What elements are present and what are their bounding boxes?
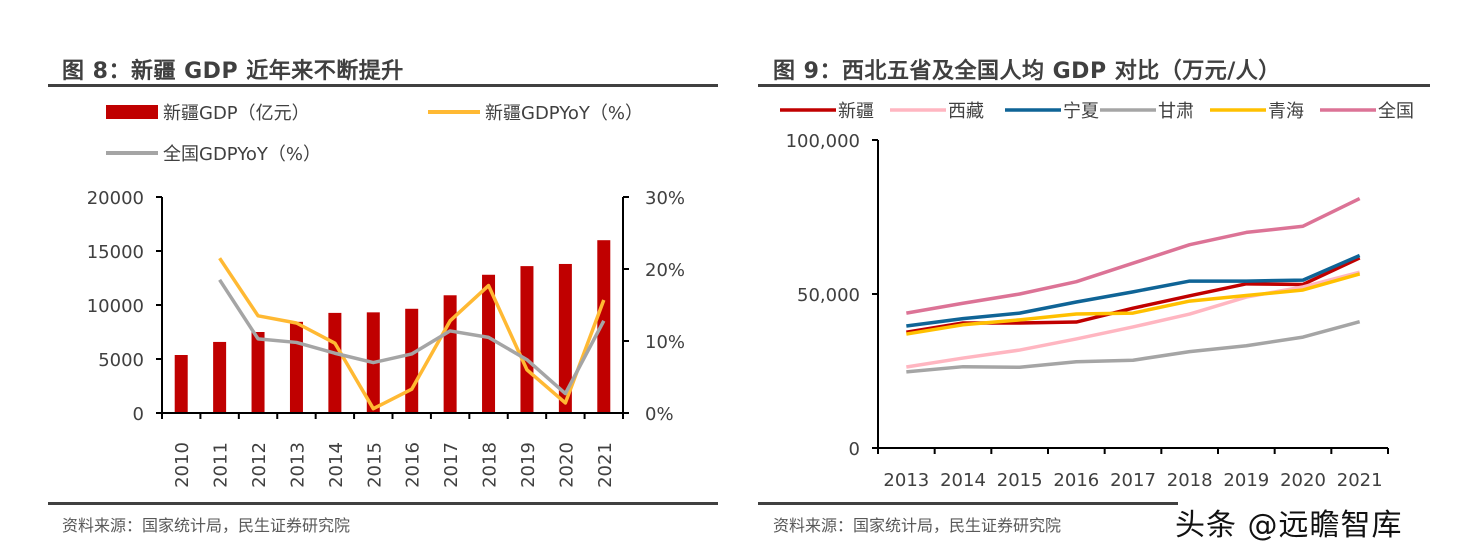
line-甘肃 xyxy=(906,320,1361,374)
legend-label: 全国GDPYoY（%） xyxy=(163,144,321,165)
x-tick-label: 2016 xyxy=(1053,470,1099,491)
bar-2014 xyxy=(328,312,342,413)
line-全国 xyxy=(906,196,1361,315)
x-tick-label: 2018 xyxy=(1167,470,1213,491)
legend-label: 新疆GDP（亿元） xyxy=(163,103,310,124)
legend-label: 新疆 xyxy=(838,101,874,122)
figure-8-source: 资料来源：国家统计局，民生证券研究院 xyxy=(62,516,351,535)
line-西藏 xyxy=(906,270,1361,369)
x-tick-label: 2013 xyxy=(883,470,929,491)
title-divider xyxy=(48,84,718,87)
line-新疆 xyxy=(906,256,1361,334)
x-tick-label: 2021 xyxy=(595,442,616,488)
right-y-tick-label: 0% xyxy=(645,404,674,425)
title-divider xyxy=(758,84,1430,87)
legend-label: 全国 xyxy=(1378,101,1414,122)
line-series-2 xyxy=(218,278,606,396)
legend-label: 甘肃 xyxy=(1158,101,1194,122)
left-y-tick-label: 5000 xyxy=(98,350,144,371)
x-tick-label: 2019 xyxy=(1223,470,1269,491)
x-tick-label: 2014 xyxy=(940,470,986,491)
legend-label: 青海 xyxy=(1268,101,1304,122)
bar-2021 xyxy=(597,240,611,413)
line-青海 xyxy=(906,272,1361,336)
left-y-tick-label: 0 xyxy=(133,404,144,425)
line-宁夏 xyxy=(906,253,1361,328)
x-tick-label: 2011 xyxy=(211,442,232,488)
figure-9-title: 图 9：西北五省及全国人均 GDP 对比（万元/人） xyxy=(773,59,1281,84)
bar-2013 xyxy=(289,321,303,413)
bar-2010 xyxy=(174,355,188,413)
y-tick-label: 0 xyxy=(849,439,860,460)
right-y-tick-label: 20% xyxy=(645,260,685,281)
x-tick-label: 2019 xyxy=(518,442,539,488)
x-tick-label: 2017 xyxy=(1110,470,1156,491)
source-divider xyxy=(758,502,1178,505)
figure-9-source: 资料来源：国家统计局，民生证券研究院 xyxy=(773,516,1062,535)
bar-2016 xyxy=(405,308,419,413)
legend-label: 宁夏 xyxy=(1063,101,1099,122)
x-tick-label: 2016 xyxy=(403,442,424,488)
x-tick-label: 2018 xyxy=(480,442,501,488)
y-tick-label: 50,000 xyxy=(797,285,860,306)
x-tick-label: 2015 xyxy=(997,470,1043,491)
legend-label: 西藏 xyxy=(948,101,984,122)
figure-8-title: 图 8：新疆 GDP 近年来不断提升 xyxy=(62,59,404,84)
bar-2017 xyxy=(443,295,457,413)
left-y-tick-label: 20000 xyxy=(87,188,144,209)
line-series-1 xyxy=(218,257,606,411)
left-y-tick-label: 10000 xyxy=(87,296,144,317)
left-y-tick-label: 15000 xyxy=(87,242,144,263)
legend-swatch-bar xyxy=(106,105,158,119)
source-divider xyxy=(48,502,718,505)
figure-9-chart: 新疆 西藏 宁夏 甘肃 青海 全国 0 50,000 100,000 2013 2014 2015 20… xyxy=(780,101,1414,491)
bar-2020 xyxy=(558,263,572,413)
x-tick-label: 2014 xyxy=(326,442,347,488)
x-tick-label: 2021 xyxy=(1337,470,1383,491)
bar-2018 xyxy=(482,274,496,413)
x-tick-label: 2012 xyxy=(249,442,270,488)
right-y-tick-label: 30% xyxy=(645,188,685,209)
x-tick-label: 2010 xyxy=(172,442,193,488)
legend-label: 新疆GDPYoY（%） xyxy=(485,103,643,124)
bar-2012 xyxy=(251,332,265,413)
x-tick-label: 2020 xyxy=(556,442,577,488)
figure-8-chart: 新疆GDP（亿元） 新疆GDPYoY（%） 全国GDPYoY（%） 0 5000 1000… xyxy=(87,103,685,488)
bar-2019 xyxy=(520,266,534,413)
right-y-tick-label: 10% xyxy=(645,332,685,353)
x-tick-label: 2015 xyxy=(364,442,385,488)
x-tick-label: 2020 xyxy=(1280,470,1326,491)
y-tick-label: 100,000 xyxy=(786,131,860,152)
watermark: 头条 @远瞻智库 xyxy=(1175,508,1403,543)
x-tick-label: 2013 xyxy=(287,442,308,488)
bar-2011 xyxy=(213,341,227,413)
x-tick-label: 2017 xyxy=(441,442,462,488)
